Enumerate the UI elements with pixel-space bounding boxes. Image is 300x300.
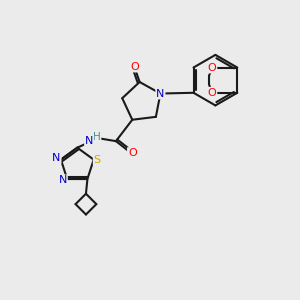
Text: O: O — [208, 62, 216, 73]
Text: N: N — [85, 136, 93, 146]
Text: S: S — [94, 154, 101, 165]
Text: H: H — [93, 132, 101, 142]
Text: N: N — [58, 176, 67, 185]
Text: N: N — [156, 88, 165, 98]
Text: O: O — [208, 88, 216, 98]
Text: O: O — [128, 148, 137, 158]
Text: N: N — [52, 153, 61, 163]
Text: O: O — [130, 61, 139, 72]
